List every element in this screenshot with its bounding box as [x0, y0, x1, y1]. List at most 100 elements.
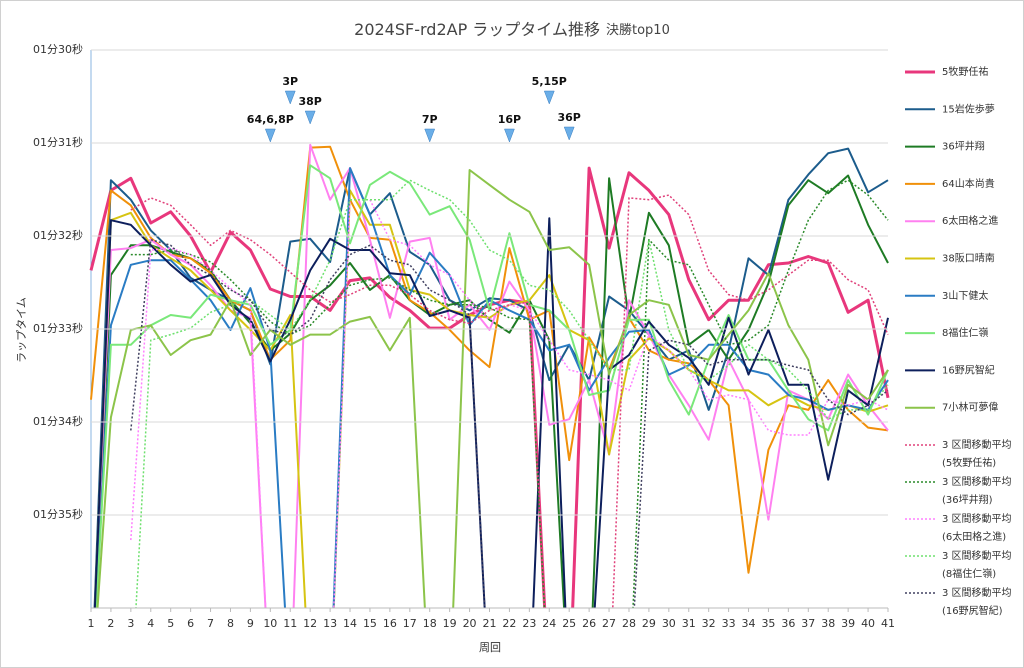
legend-label: 8福住仁嶺: [942, 326, 988, 339]
legend-label: 3 区間移動平均: [942, 586, 1012, 599]
annotation-marker: [424, 128, 436, 143]
x-tick-label: 25: [562, 617, 576, 630]
x-tick-label: 20: [463, 617, 477, 630]
x-tick-label: 34: [742, 617, 756, 630]
x-tick-label: 28: [622, 617, 636, 630]
x-tick-label: 18: [423, 617, 437, 630]
y-tick-label: 01分30秒: [33, 42, 83, 56]
series-line: [93, 147, 889, 608]
series-line: [93, 217, 889, 608]
plot-area: [89, 143, 890, 608]
annotation-marker: [504, 128, 515, 143]
x-tick-label: 40: [861, 617, 875, 630]
series-line: [90, 145, 889, 574]
x-tick-label: 38: [821, 617, 835, 630]
x-tick-label: 36: [781, 617, 795, 630]
y-tick-label: 01分31秒: [33, 135, 83, 149]
legend-label: 6太田格之進: [942, 214, 998, 227]
x-tick-label: 1: [88, 617, 95, 630]
x-tick-label: 33: [722, 617, 736, 630]
x-tick-label: 6: [187, 617, 194, 630]
legend-label: 15岩佐歩夢: [942, 102, 995, 115]
x-tick-label: 3: [127, 617, 134, 630]
series-line: [130, 238, 889, 608]
x-tick-label: 32: [702, 617, 716, 630]
legend-label: 3 区間移動平均: [942, 438, 1012, 451]
legend-label: 64山本尚貴: [942, 177, 995, 190]
legend-label: (36坪井翔): [942, 493, 993, 506]
annotation-marker: [264, 128, 276, 143]
annotation-marker: [284, 90, 296, 105]
x-tick-label: 37: [801, 617, 815, 630]
annotation-label: 36P: [558, 111, 581, 124]
annotation-label: 16P: [498, 113, 521, 126]
legend-label: 3 区間移動平均: [942, 475, 1012, 488]
x-tick-label: 9: [247, 617, 254, 630]
x-tick-label: 12: [303, 617, 317, 630]
x-tick-label: 4: [147, 617, 154, 630]
legend-label: (16野尻智紀): [942, 604, 1003, 617]
title-main: 2024SF-rd2AP ラップタイム推移: [354, 20, 600, 39]
x-tick-label: 13: [323, 617, 337, 630]
x-tick-label: 14: [343, 617, 357, 630]
x-tick-label: 23: [522, 617, 536, 630]
legend-label: 3 区間移動平均: [942, 549, 1012, 562]
x-tick-label: 35: [761, 617, 775, 630]
x-tick-label: 24: [542, 617, 556, 630]
y-tick-label: 01分35秒: [33, 507, 83, 521]
x-tick-label: 26: [582, 617, 596, 630]
legend-label: 3山下健太: [942, 289, 988, 302]
annotation-label: 38P: [298, 95, 321, 108]
chart-title: 2024SF-rd2AP ラップタイム推移 決勝top10: [354, 20, 670, 39]
x-axis-label: 周回: [479, 641, 501, 654]
annotation-label: 5,15P: [532, 75, 567, 88]
legend-label: (6太田格之進): [942, 530, 1006, 543]
annotation-label: 7P: [422, 113, 438, 126]
x-tick-label: 21: [483, 617, 497, 630]
x-tick-label: 17: [403, 617, 417, 630]
annotation-marker: [304, 110, 316, 125]
x-tick-label: 22: [502, 617, 516, 630]
series-line: [96, 169, 889, 608]
annotation-label: 3P: [282, 75, 298, 88]
x-tick-label: 19: [443, 617, 457, 630]
annotation-marker: [543, 90, 555, 105]
x-tick-label: 5: [167, 617, 174, 630]
x-tick-label: 31: [682, 617, 696, 630]
y-tick-label: 01分33秒: [33, 321, 83, 335]
series-line: [130, 194, 889, 608]
y-axis-label: ラップタイム: [15, 297, 28, 363]
legend-label: (8福住仁嶺): [942, 567, 996, 580]
legend-label: 38阪口晴南: [942, 252, 995, 265]
legend-label: 5牧野任祐: [942, 65, 988, 78]
x-tick-label: 11: [283, 617, 297, 630]
x-tick-label: 41: [881, 617, 895, 630]
x-tick-label: 29: [642, 617, 656, 630]
legend-label: (5牧野任祐): [942, 456, 996, 469]
legend-label: 3 区間移動平均: [942, 512, 1012, 525]
legend-label: 7小林可夢偉: [942, 401, 998, 414]
annotation-label: 64,6,8P: [247, 113, 294, 126]
x-tick-label: 8: [227, 617, 234, 630]
y-tick-label: 01分34秒: [33, 414, 83, 428]
subtitle: 決勝top10: [606, 23, 670, 38]
legend-label: 16野尻智紀: [942, 363, 995, 376]
series-line: [130, 179, 889, 608]
series-line: [94, 143, 889, 608]
x-tick-label: 39: [841, 617, 855, 630]
series-line: [94, 167, 889, 608]
legend-label: 36坪井翔: [942, 140, 985, 153]
x-tick-label: 27: [602, 617, 616, 630]
series-line: [130, 198, 889, 608]
x-tick-label: 7: [207, 617, 214, 630]
x-tick-label: 10: [263, 617, 277, 630]
x-tick-label: 15: [363, 617, 377, 630]
x-tick-label: 2: [107, 617, 114, 630]
y-tick-label: 01分32秒: [33, 228, 83, 242]
series-line: [93, 189, 889, 608]
annotation-marker: [563, 126, 575, 141]
x-tick-label: 16: [383, 617, 397, 630]
series-line: [89, 166, 890, 608]
